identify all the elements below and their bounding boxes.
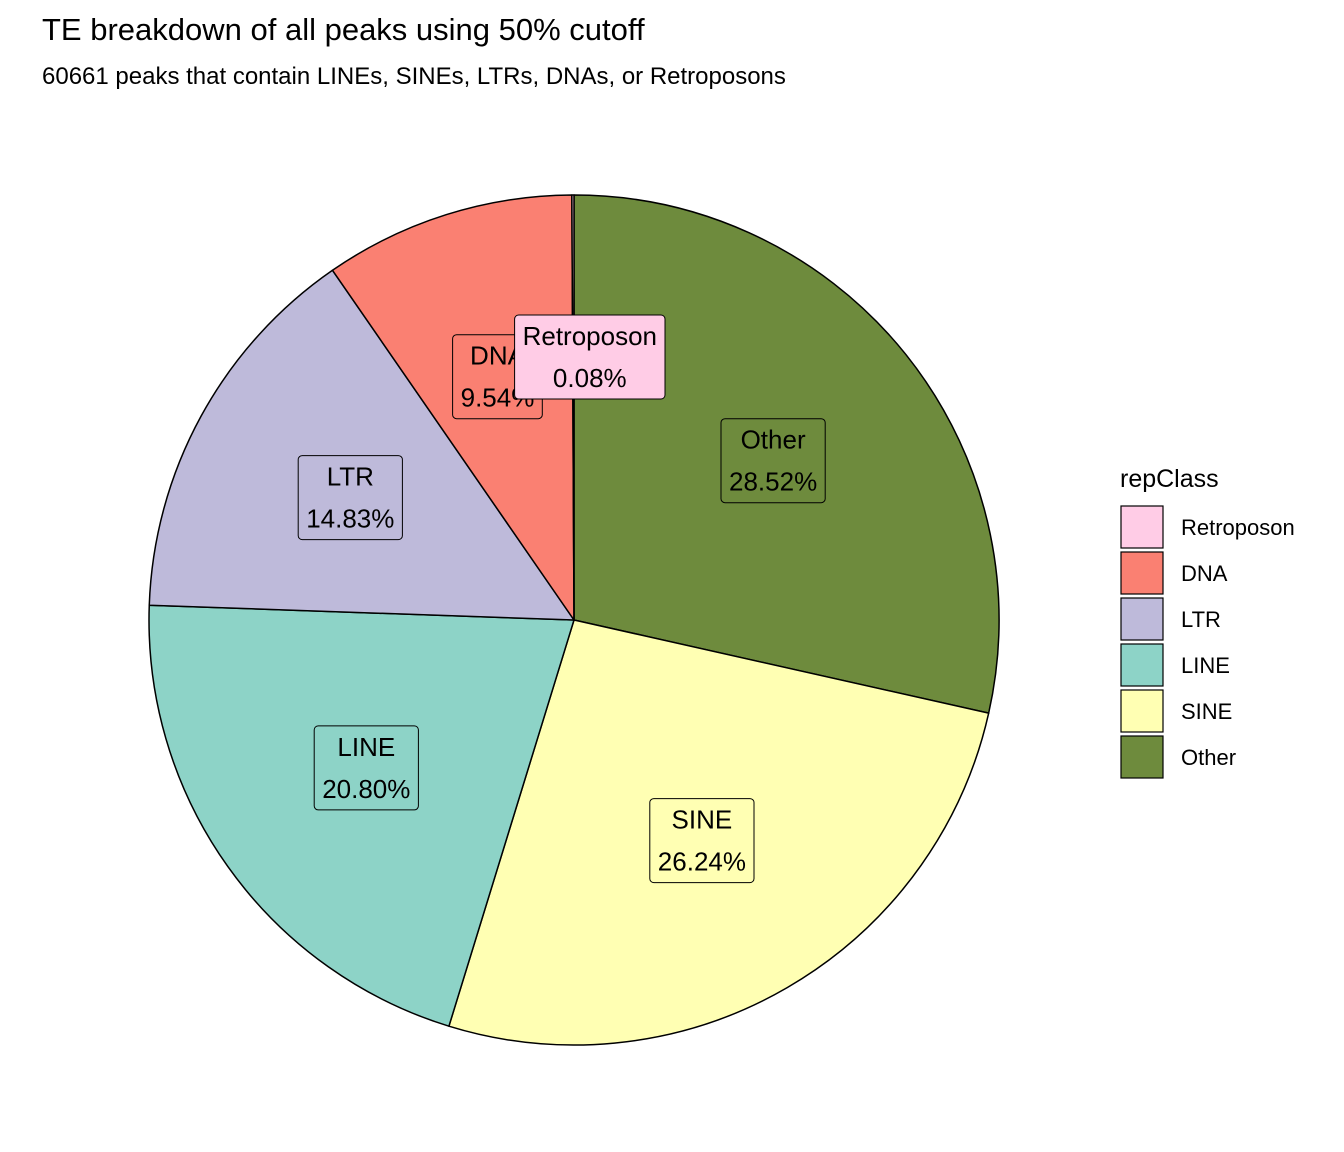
legend-title: repClass	[1120, 465, 1219, 493]
legend: repClass Retroposon DNA LTR LINE SINE Other	[1120, 465, 1295, 779]
slice-label-line: LINE 20.80%	[313, 725, 419, 811]
slice-label-name-line: LINE	[337, 732, 395, 762]
legend-key-line	[1120, 643, 1164, 687]
slice-label-name-retroposon: Retroposon	[523, 321, 657, 351]
slice-label-box-other	[720, 418, 826, 504]
legend-label-ltr: LTR	[1181, 607, 1221, 632]
chart-title: TE breakdown of all peaks using 50% cuto…	[42, 12, 645, 47]
slice-label-box-retroposon	[514, 314, 666, 400]
legend-label-line: LINE	[1181, 653, 1230, 678]
slice-label-name-sine: SINE	[672, 805, 733, 835]
slice-label-box-line	[313, 725, 419, 811]
slice-label-name-other: Other	[741, 425, 806, 455]
legend-items: Retroposon DNA LTR LINE SINE Other	[1120, 505, 1295, 779]
legend-key-ltr	[1120, 597, 1164, 641]
legend-label-retroposon: Retroposon	[1181, 515, 1295, 540]
legend-key-dna	[1120, 551, 1164, 595]
pie-slice-line	[148, 604, 575, 1027]
slice-label-box-ltr	[297, 455, 403, 541]
slice-label-retroposon: Retroposon 0.08%	[514, 314, 666, 400]
slice-label-box-sine	[649, 798, 755, 884]
slice-label-value-line: 20.80%	[322, 774, 410, 804]
slice-label-value-ltr: 14.83%	[306, 504, 394, 534]
slice-label-other: Other 28.52%	[720, 418, 826, 504]
legend-key-sine	[1120, 689, 1164, 733]
legend-label-other: Other	[1181, 745, 1236, 770]
slice-labels: Other 28.52% SINE 26.24% LINE 20.80% LTR 14.83%…	[297, 314, 826, 884]
pie-slice-retroposon	[571, 194, 575, 621]
slice-label-name-ltr: LTR	[327, 462, 374, 492]
slice-label-value-other: 28.52%	[729, 467, 817, 497]
slice-label-sine: SINE 26.24%	[649, 798, 755, 884]
chart-subtitle: 60661 peaks that contain LINEs, SINEs, L…	[42, 63, 786, 90]
slice-label-ltr: LTR 14.83%	[297, 455, 403, 541]
legend-label-dna: DNA	[1181, 561, 1228, 586]
legend-key-other	[1120, 735, 1164, 779]
legend-key-retroposon	[1120, 505, 1164, 549]
slice-label-value-sine: 26.24%	[658, 847, 746, 877]
pie-slice-ltr	[148, 269, 575, 621]
slice-label-value-retroposon: 0.08%	[553, 363, 627, 393]
legend-label-sine: SINE	[1181, 699, 1232, 724]
